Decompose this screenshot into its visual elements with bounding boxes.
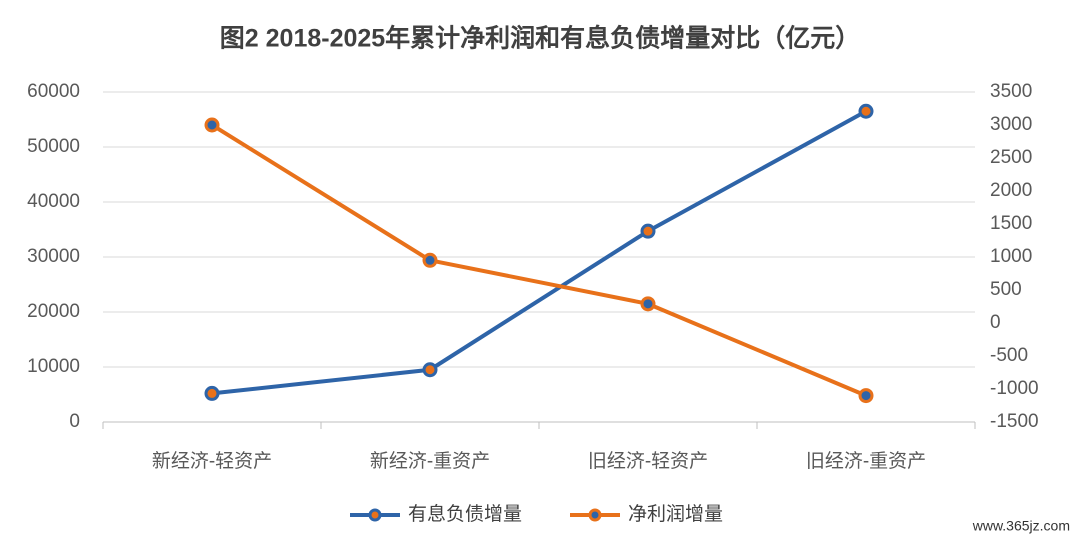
- data-point: [858, 388, 874, 404]
- series-line: [210, 123, 867, 398]
- y-tick-label: 20000: [27, 301, 80, 322]
- y2-tick-label: -500: [990, 345, 1028, 366]
- data-point: [422, 362, 438, 378]
- y2-tick-label: 3500: [990, 81, 1032, 102]
- y-tick-label: 50000: [27, 136, 80, 157]
- y2-tick-label: 1000: [990, 246, 1032, 267]
- y-tick-label: 0: [69, 411, 80, 432]
- legend-marker: [368, 508, 382, 522]
- y2-tick-label: 3000: [990, 114, 1032, 135]
- y2-tick-label: 2000: [990, 180, 1032, 201]
- data-point: [640, 296, 656, 312]
- data-point: [204, 117, 220, 133]
- chart-title: 图2 2018-2025年累计净利润和有息负债增量对比（亿元）: [220, 24, 860, 53]
- data-point: [858, 103, 874, 119]
- y-tick-label: 30000: [27, 246, 80, 267]
- x-tick-label: 新经济-轻资产: [152, 450, 272, 472]
- series-line: [211, 109, 867, 396]
- data-point: [204, 385, 220, 401]
- data-point: [640, 223, 656, 239]
- y2-tick-label: 1500: [990, 213, 1032, 234]
- y2-tick-label: 500: [990, 279, 1022, 300]
- data-point: [422, 252, 438, 268]
- watermark: www.365jz.com: [972, 518, 1070, 534]
- legend-label: 净利润增量: [628, 503, 723, 525]
- y-tick-label: 60000: [27, 81, 80, 102]
- y-tick-label: 40000: [27, 191, 80, 212]
- y-tick-label: 10000: [27, 356, 80, 377]
- y2-tick-label: -1000: [990, 378, 1039, 399]
- x-tick-label: 新经济-重资产: [370, 450, 490, 472]
- y2-tick-label: 2500: [990, 147, 1032, 168]
- legend-label: 有息负债增量: [408, 503, 522, 525]
- x-tick-label: 旧经济-重资产: [806, 450, 926, 472]
- y2-tick-label: -1500: [990, 411, 1039, 432]
- legend-marker: [588, 508, 602, 522]
- y2-tick-label: 0: [990, 312, 1001, 333]
- x-tick-label: 旧经济-轻资产: [588, 450, 708, 472]
